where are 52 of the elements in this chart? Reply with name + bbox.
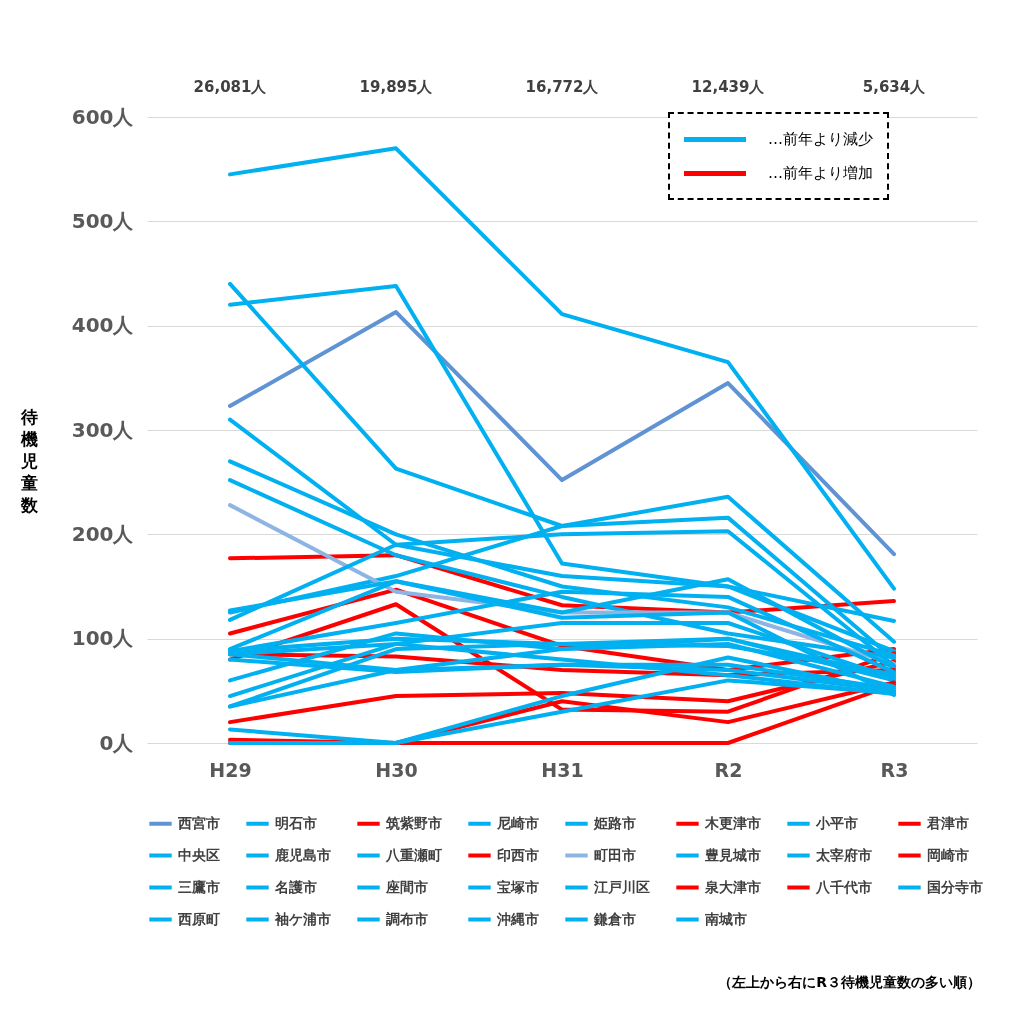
legend-label: 印西市 bbox=[497, 846, 539, 863]
legend-label: 中央区 bbox=[178, 846, 220, 863]
annotation: …前年より減少 bbox=[767, 128, 873, 150]
annotation: …前年より増加 bbox=[767, 162, 873, 184]
legend-label: 西宮市 bbox=[177, 814, 220, 831]
y-tick-label: 300人 bbox=[71, 417, 135, 442]
x-tick-label: H30 bbox=[375, 758, 418, 781]
color-key: …前年より減少 …前年より増加 bbox=[668, 112, 889, 200]
text: 19,895人 bbox=[359, 78, 434, 96]
legend-label: 筑紫野市 bbox=[385, 814, 442, 831]
x-tick-label: H31 bbox=[541, 758, 584, 781]
legend-label: 姫路市 bbox=[593, 814, 636, 831]
legend-label: 宝塚市 bbox=[497, 878, 539, 895]
legend-label: 八千代市 bbox=[815, 878, 872, 895]
legend-label: 泉大津市 bbox=[704, 878, 761, 895]
legend-label: 袖ケ浦市 bbox=[274, 910, 331, 927]
x-tick-label: R2 bbox=[714, 758, 743, 781]
legend-label: 鹿児島市 bbox=[274, 846, 331, 863]
y-tick-label: 0人 bbox=[99, 730, 135, 755]
legend-label: 明石市 bbox=[275, 814, 317, 831]
legend-label: 国分寺市 bbox=[927, 878, 983, 895]
y-axis-title: 待機児童数 bbox=[20, 406, 39, 515]
text: 5,634人 bbox=[862, 78, 927, 96]
y-tick-label: 500人 bbox=[71, 208, 135, 233]
legend-label: 木更津市 bbox=[704, 814, 761, 831]
legend-label: 鎌倉市 bbox=[593, 910, 636, 927]
legend-label: 三鷹市 bbox=[178, 878, 220, 895]
y-tick-label: 400人 bbox=[71, 313, 135, 338]
y-tick-label: 100人 bbox=[71, 626, 135, 651]
legend-label: 沖縄市 bbox=[496, 910, 539, 927]
legend-label: 江戸川区 bbox=[593, 878, 650, 895]
text: 26,081人 bbox=[193, 78, 268, 96]
text: 16,772人 bbox=[525, 78, 600, 96]
legend-label: 岡崎市 bbox=[927, 846, 969, 863]
legend-label: 八重瀬町 bbox=[385, 846, 442, 863]
legend-label: 尼崎市 bbox=[496, 814, 539, 831]
legend-label: 町田市 bbox=[594, 846, 636, 863]
legend-label: 名護市 bbox=[274, 878, 317, 895]
x-tick-label: R3 bbox=[880, 758, 909, 781]
y-tick-label: 200人 bbox=[71, 521, 135, 546]
text: 12,439人 bbox=[691, 78, 766, 96]
legend-label: 豊見城市 bbox=[704, 846, 761, 863]
legend-label: 君津市 bbox=[926, 814, 969, 831]
legend-label: 調布市 bbox=[386, 910, 428, 927]
legend-label: 太宰府市 bbox=[815, 846, 872, 863]
legend-label: 座間市 bbox=[385, 878, 428, 895]
legend-label: 南城市 bbox=[704, 910, 747, 927]
x-tick-label: H29 bbox=[209, 758, 252, 781]
legend-label: 小平市 bbox=[815, 814, 858, 831]
text: （左上から右にR３待機児童数の多い順） bbox=[718, 974, 981, 992]
y-tick-label: 600人 bbox=[71, 104, 135, 129]
legend-label: 西原町 bbox=[177, 910, 220, 927]
